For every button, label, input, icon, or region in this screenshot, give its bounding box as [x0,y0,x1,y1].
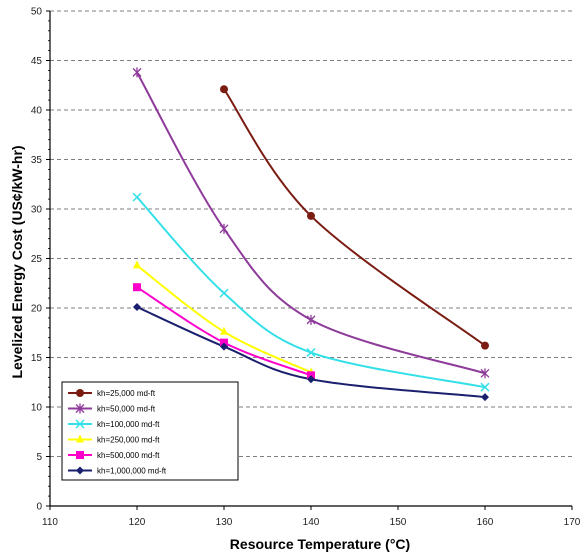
data-point [220,342,228,351]
legend-label: kh=50,000 md-ft [97,405,156,414]
legend-label: kh=1,000,000 md-ft [97,467,167,476]
y-tick-label: 5 [36,452,42,463]
legend-label: kh=25,000 md-ft [97,389,156,398]
data-point [133,283,141,292]
y-tick-label: 15 [31,353,43,364]
legend-label: kh=250,000 md-ft [97,436,160,445]
x-tick-label: 140 [303,517,320,528]
y-tick-label: 20 [31,304,43,315]
y-tick-label: 45 [31,56,43,67]
legend-swatch-marker [76,389,84,397]
x-axis-title: Resource Temperature (°C) [230,536,410,552]
y-tick-label: 35 [31,155,43,166]
data-point [132,192,142,202]
series-line [136,196,486,389]
data-point [480,382,490,392]
y-tick-label: 40 [31,106,43,117]
x-tick-label: 120 [129,517,146,528]
data-point [306,348,316,358]
series-markers [132,67,490,402]
data-point [132,67,142,78]
series-line [223,88,486,347]
data-point [133,303,141,312]
legend-label: kh=500,000 md-ft [97,451,160,460]
data-point [219,223,229,234]
axes [46,10,573,510]
x-tick-label: 150 [390,517,407,528]
legend-label: kh=100,000 md-ft [97,420,160,429]
y-tick-label: 10 [31,403,43,414]
data-point [220,85,228,94]
series-lines [136,71,486,399]
tick-labels: 0 5 10 15 20 25 30 35 40 45 50 110 120 130 140 150 160 17… [31,7,581,529]
data-point [306,314,316,325]
legend-swatch-marker [75,419,85,429]
data-point [133,260,141,269]
y-tick-label: 50 [31,7,43,18]
y-tick-label: 0 [36,502,42,513]
legend-swatch-marker [75,403,85,414]
legend-swatch-marker [76,451,84,459]
legend-swatch-marker [76,434,84,443]
y-tick-label: 25 [31,254,43,265]
data-point [219,288,229,298]
data-point [480,368,490,379]
y-axis-title: Levelized Energy Cost (US¢/kW-hr) [9,145,25,378]
x-tick-label: 160 [477,517,494,528]
series-line [136,306,486,399]
legend-box [61,381,239,481]
legend: kh=25,000 md-ft kh=50,000 md-ft kh=100,000… [61,381,239,481]
data-point [481,341,489,350]
data-point [307,375,315,384]
data-point [481,393,489,402]
x-tick-label: 110 [42,517,58,528]
series-line [136,71,486,375]
legend-swatch-marker [76,466,84,475]
data-point [220,326,228,335]
y-tick-label: 30 [31,205,43,216]
x-tick-label: 130 [216,517,233,528]
x-tick-label: 170 [564,517,581,528]
data-point [307,211,315,220]
